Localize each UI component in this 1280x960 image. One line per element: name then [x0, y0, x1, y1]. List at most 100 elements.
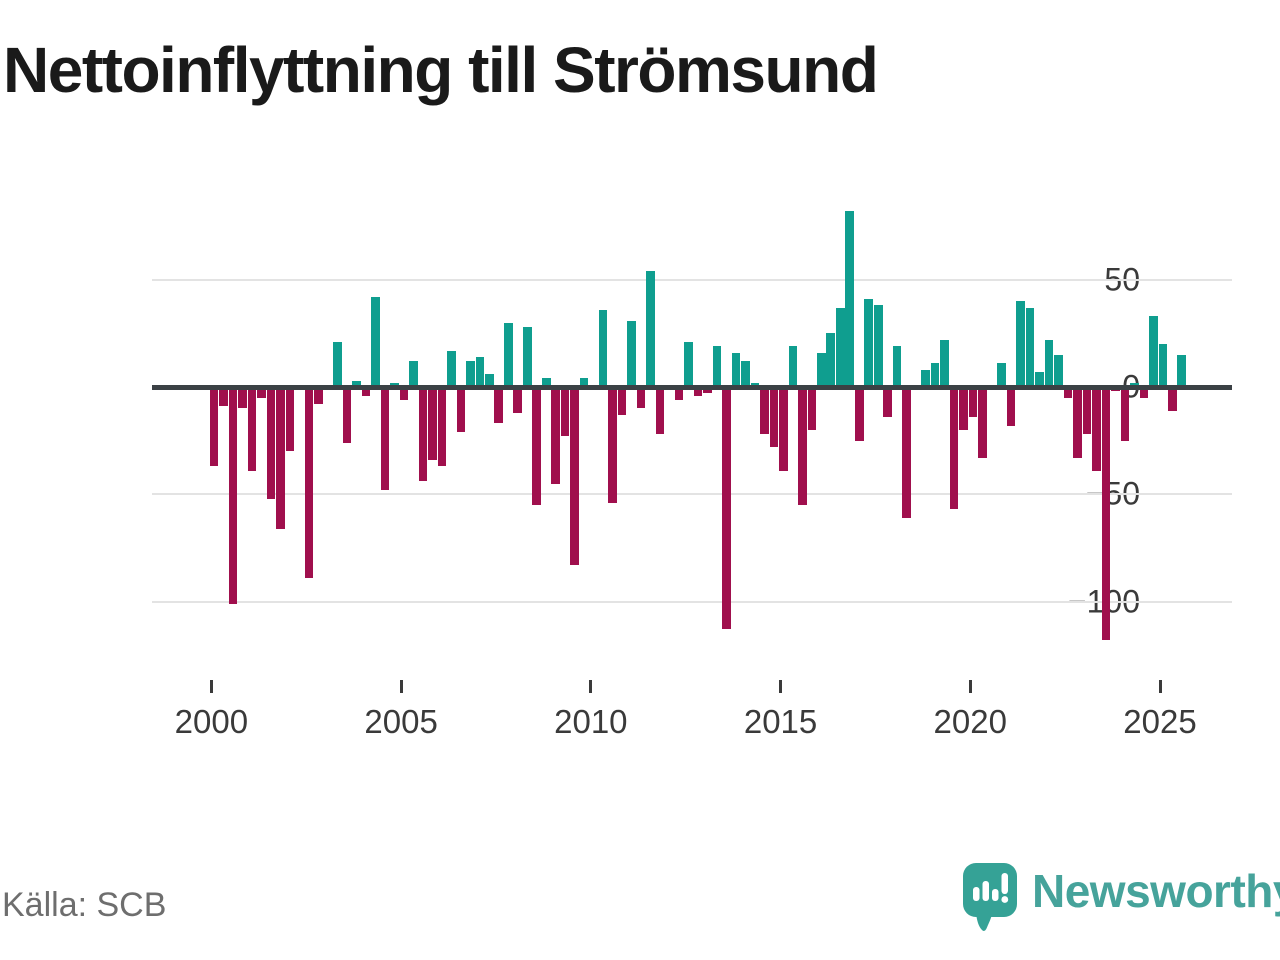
bar-positive [1149, 316, 1158, 387]
newsworthy-bubble-icon [963, 863, 1017, 931]
bar-negative [608, 387, 617, 503]
bar-positive [627, 320, 636, 387]
bar-negative [228, 387, 238, 604]
bar-positive [930, 363, 940, 387]
bar-positive [1044, 339, 1054, 387]
bar-negative [674, 387, 684, 400]
bar-positive [333, 341, 342, 387]
bar-positive [1158, 344, 1168, 387]
bar-positive [598, 309, 608, 387]
chart-title: Nettoinflyttning till Strömsund [3, 34, 879, 106]
bar-negative [1063, 387, 1073, 398]
bar-negative [1082, 387, 1092, 435]
bar-positive [684, 341, 693, 387]
bar-negative [285, 387, 295, 452]
bar-negative [551, 387, 560, 484]
bar-negative [769, 387, 779, 448]
bar-negative [266, 387, 276, 499]
bar-negative [494, 387, 504, 424]
bar-negative [1101, 387, 1111, 641]
bar-negative [854, 387, 864, 441]
bar-positive [741, 361, 750, 387]
bar-positive [1177, 354, 1187, 387]
gridline [152, 600, 1232, 603]
bar-positive [1025, 307, 1035, 387]
bar-negative [1073, 387, 1082, 458]
bar-positive [940, 339, 949, 387]
bar-negative [247, 387, 257, 471]
x-tick-mark [968, 680, 972, 693]
x-tick-mark [399, 680, 403, 693]
x-tick-label: 2015 [743, 703, 818, 740]
bar-positive [712, 346, 722, 387]
bar-negative [276, 387, 285, 529]
x-tick-label: 2005 [364, 703, 438, 740]
x-tick-mark [1158, 680, 1162, 693]
bar-positive [475, 356, 485, 387]
gridline [152, 493, 1232, 496]
bar-negative [655, 387, 665, 435]
bar-negative [636, 387, 646, 409]
bar-positive [466, 361, 475, 387]
bar-positive [873, 305, 883, 387]
bar-negative [1139, 387, 1149, 398]
bar-positive [921, 369, 930, 387]
bar-positive [579, 378, 589, 387]
bar-negative [257, 387, 266, 398]
bar-negative [693, 387, 703, 396]
bar-negative [902, 387, 911, 518]
bar-positive [522, 326, 532, 387]
bar-negative [760, 387, 769, 435]
bar-positive [864, 299, 874, 387]
bar-negative [703, 387, 712, 394]
bar-negative [209, 387, 219, 467]
bar-positive [447, 350, 456, 387]
bar-negative [380, 387, 390, 490]
bar-negative [1120, 387, 1130, 441]
bar-positive [541, 378, 551, 387]
bar-negative [361, 387, 371, 396]
bar-negative [219, 387, 228, 407]
bar-negative [399, 387, 409, 400]
bar-negative [560, 387, 570, 437]
bar-positive [1035, 371, 1044, 387]
bar-negative [1167, 387, 1177, 411]
newsworthy-wordmark: Newsworthy [1032, 865, 1280, 917]
bar-negative [418, 387, 428, 482]
bar-negative [1092, 387, 1101, 471]
bar-negative [978, 387, 987, 458]
bar-negative [883, 387, 892, 418]
bar-negative [570, 387, 579, 566]
bar-positive [892, 346, 902, 387]
bar-negative [798, 387, 807, 505]
bar-negative [779, 387, 788, 471]
newsworthy-logo: Newsworthy [962, 862, 1280, 936]
bar-negative [342, 387, 352, 443]
bar-negative [807, 387, 817, 430]
bar-positive [1054, 354, 1063, 387]
bar-negative [959, 387, 968, 430]
bar-positive [409, 361, 418, 387]
bar-negative [314, 387, 323, 405]
bar-positive [371, 296, 380, 387]
bar-negative [617, 387, 627, 415]
bar-positive [352, 380, 361, 387]
bar-positive [646, 271, 655, 387]
bar-positive [788, 346, 798, 387]
bar-positive [1016, 301, 1025, 387]
bar-positive [484, 374, 494, 387]
source-label: Källa: SCB [2, 886, 167, 924]
bar-negative [304, 387, 314, 578]
bar-positive [845, 211, 855, 387]
x-tick-label: 2025 [1123, 703, 1197, 740]
x-tick-label: 2020 [933, 703, 1007, 740]
bar-negative [456, 387, 466, 433]
x-tick-label: 2000 [174, 703, 249, 740]
bar-positive [503, 322, 513, 387]
bar-negative [513, 387, 523, 413]
bar-negative [532, 387, 542, 505]
bar-positive [817, 352, 826, 387]
x-tick-mark [589, 680, 593, 693]
bar-positive [997, 363, 1006, 387]
